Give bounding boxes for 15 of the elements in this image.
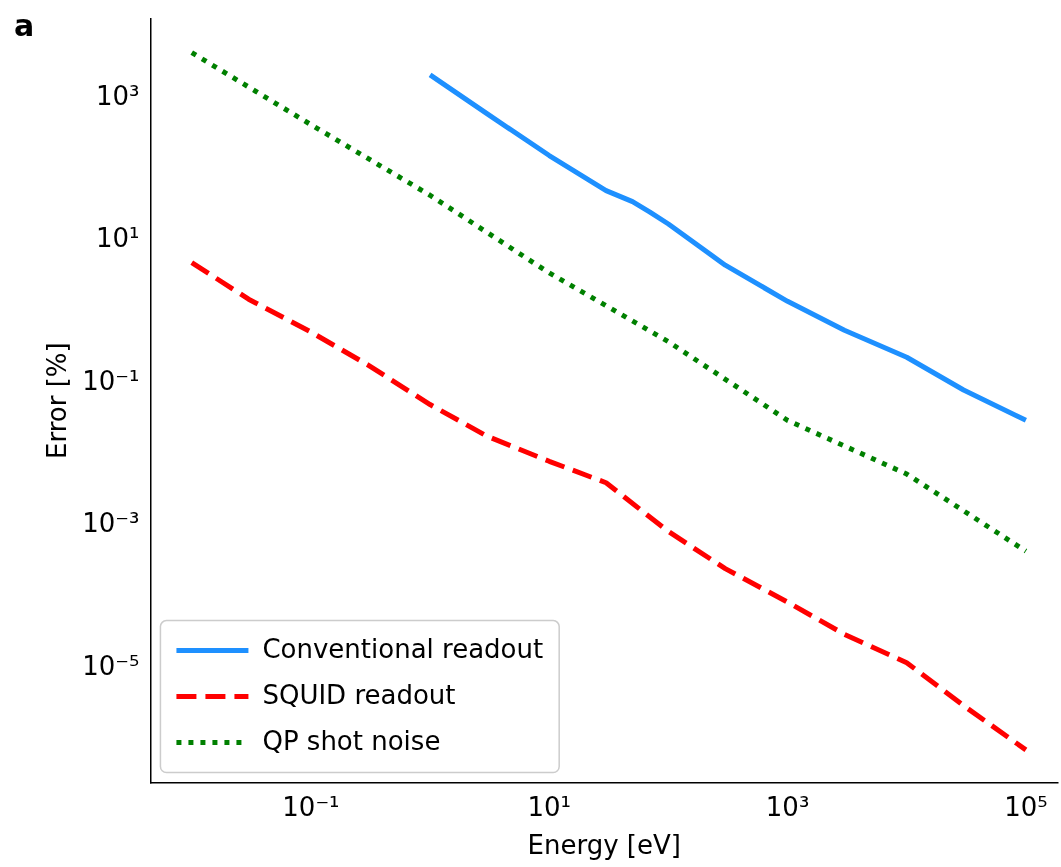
y-tick-label: 10⁻⁵: [82, 651, 140, 682]
y-tick-label: 10¹: [95, 223, 140, 254]
y-tick-label: 10⁻¹: [82, 365, 140, 396]
x-tick-label: 10³: [765, 791, 810, 822]
legend-label: Conventional readout: [262, 634, 544, 665]
y-axis-title: Error [%]: [42, 342, 73, 459]
text: a: [14, 8, 35, 43]
legend-label: SQUID readout: [262, 680, 456, 711]
x-tick-label: 10⁵: [1004, 791, 1048, 822]
x-tick-label: 10¹: [527, 791, 571, 822]
legend-label: QP shot noise: [262, 726, 441, 757]
x-axis-title: Energy [eV]: [527, 830, 681, 861]
x-tick-label: 10⁻¹: [282, 791, 340, 822]
y-tick-label: 10³: [95, 80, 140, 111]
y-tick-label: 10⁻³: [82, 508, 140, 539]
